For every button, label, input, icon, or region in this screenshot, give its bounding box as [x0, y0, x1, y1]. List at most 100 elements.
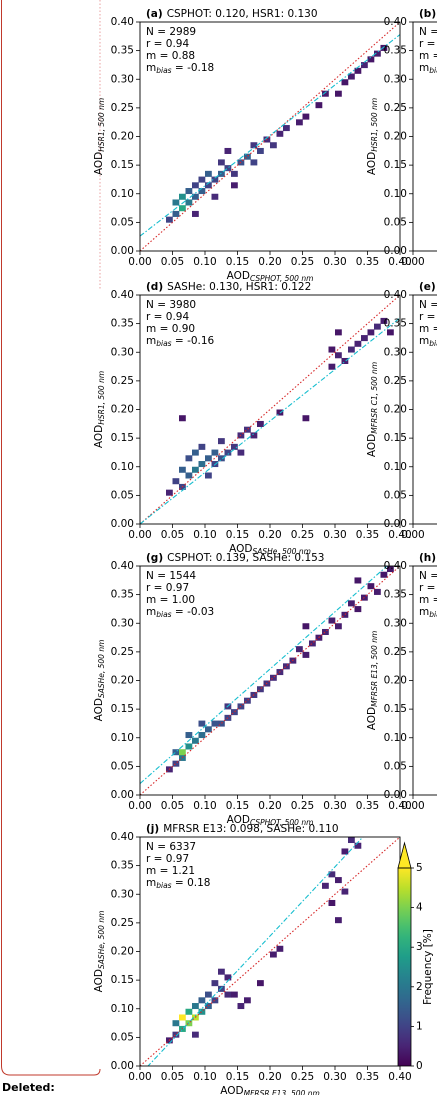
stat-text: m = [419, 323, 437, 335]
y-tick-label: 0.05 [111, 1031, 134, 1043]
y-tick-label: 0.00 [384, 789, 407, 801]
cell [211, 193, 219, 200]
y-tick-label: 0.25 [111, 102, 134, 114]
cell [341, 888, 349, 895]
cell [341, 848, 349, 855]
y-tick-label: 0.25 [111, 646, 134, 658]
y-tick-label: 0.40 [111, 16, 134, 28]
colorbar-tick-label: 2 [416, 981, 423, 993]
x-axis-label-text: AOD [229, 543, 252, 555]
cell [198, 461, 206, 468]
y-tick-label: 0.40 [384, 560, 407, 572]
x-tick-label: 0.20 [258, 1071, 281, 1083]
cell [185, 472, 193, 479]
y-tick-label: 0.20 [111, 404, 134, 416]
cell [205, 472, 212, 479]
cell [244, 697, 251, 704]
cell [192, 1031, 199, 1038]
panel: 0.000.050.100.150.200.250.300.350.400.00… [93, 281, 412, 556]
y-tick-label: 0.40 [384, 16, 407, 28]
deleted-label: Deleted: [2, 1081, 55, 1094]
x-tick-label: 0.10 [193, 529, 216, 541]
panel-tag: (h) [419, 552, 436, 564]
cell [211, 980, 219, 987]
y-tick-label: 0.10 [111, 1003, 134, 1015]
x-tick-label: 0.35 [356, 529, 379, 541]
fit-line [140, 34, 400, 237]
stat-text: m = [419, 50, 437, 62]
cell [257, 980, 264, 987]
cell [211, 997, 219, 1004]
y-axis-label-text: AOD [93, 425, 105, 448]
y-axis-label: AODHSR1, 500 nm [93, 371, 106, 448]
cell [198, 176, 206, 183]
x-tick-label: 0.10 [193, 256, 216, 268]
x-tick-label: 0.20 [258, 529, 281, 541]
y-tick-label: 0.35 [111, 45, 134, 57]
cell [192, 466, 199, 473]
comment-box [1, 0, 101, 1076]
y-tick-label: 0.30 [111, 346, 134, 358]
panel-title: (g) CSPHOT: 0.139, SASHe: 0.153 [146, 552, 324, 564]
x-tick-label: 0.00 [128, 800, 151, 812]
y-tick-label: 0.35 [111, 589, 134, 601]
x-tick-label: 0.00 [401, 529, 424, 541]
stat-text: r = [419, 311, 435, 323]
cell [179, 415, 186, 422]
x-tick-label: 0.05 [161, 256, 184, 268]
cell [296, 119, 303, 126]
y-tick-label: 0.05 [384, 760, 407, 772]
y-tick-label: 0.25 [384, 102, 407, 114]
cell [198, 188, 206, 195]
plot-area [140, 566, 400, 795]
panel: 0.000.050.100.150.200.250.300.350.400.00… [93, 8, 412, 283]
bias-subscript: bias [156, 881, 171, 890]
y-tick-label: 0.10 [111, 461, 134, 473]
cell [231, 443, 238, 450]
cell [231, 991, 238, 998]
stat-text: N = 1544 [146, 570, 196, 582]
stat-text: r = 0.97 [146, 582, 189, 594]
y-tick-label: 0.10 [111, 188, 134, 200]
cell [250, 432, 258, 439]
cell [179, 749, 186, 756]
bias-subscript: bias [156, 339, 171, 348]
cell [179, 466, 186, 473]
y-tick-label: 0.05 [111, 489, 134, 501]
stat-text: N = [419, 299, 437, 311]
colorbar-tick-label: 0 [416, 1060, 423, 1072]
y-tick-label: 0.35 [111, 318, 134, 330]
cell [367, 583, 375, 590]
bias-subscript: bias [156, 66, 171, 75]
cell [322, 90, 329, 97]
cell [348, 73, 355, 80]
y-tick-label: 0.15 [111, 703, 134, 715]
y-tick-label: 0.10 [384, 188, 407, 200]
y-tick-label: 0.30 [111, 617, 134, 629]
cell [179, 193, 186, 200]
x-tick-label: 0.30 [323, 1071, 346, 1083]
cell [192, 193, 199, 200]
y-axis-label-subscript: MFRSR E13, 500 nm [370, 631, 379, 707]
x-tick-label: 0.15 [226, 1071, 249, 1083]
y-tick-label: 0.30 [111, 888, 134, 900]
x-tick-label: 0.15 [226, 800, 249, 812]
bias-text: mbias = -0.18 [146, 62, 214, 75]
y-tick-label: 0.00 [111, 245, 134, 257]
y-tick-label: 0.20 [111, 675, 134, 687]
cell [205, 455, 212, 462]
cell [237, 1003, 245, 1010]
y-tick-label: 0.15 [111, 159, 134, 171]
cell [192, 449, 199, 456]
cell [335, 90, 342, 97]
y-tick-label: 0.40 [111, 831, 134, 843]
panel: 0.000.050.100.150.200.250.300.350.400.00… [93, 823, 434, 1095]
y-tick-label: 0.40 [111, 289, 134, 301]
cell [296, 646, 303, 653]
stat-text: r = [419, 38, 435, 50]
y-axis-label-text: AOD [366, 434, 378, 457]
cell [276, 945, 284, 952]
x-axis-label: AODCSPHOT, 500 nm [227, 814, 314, 827]
cell [192, 1003, 199, 1010]
cell [224, 165, 232, 172]
